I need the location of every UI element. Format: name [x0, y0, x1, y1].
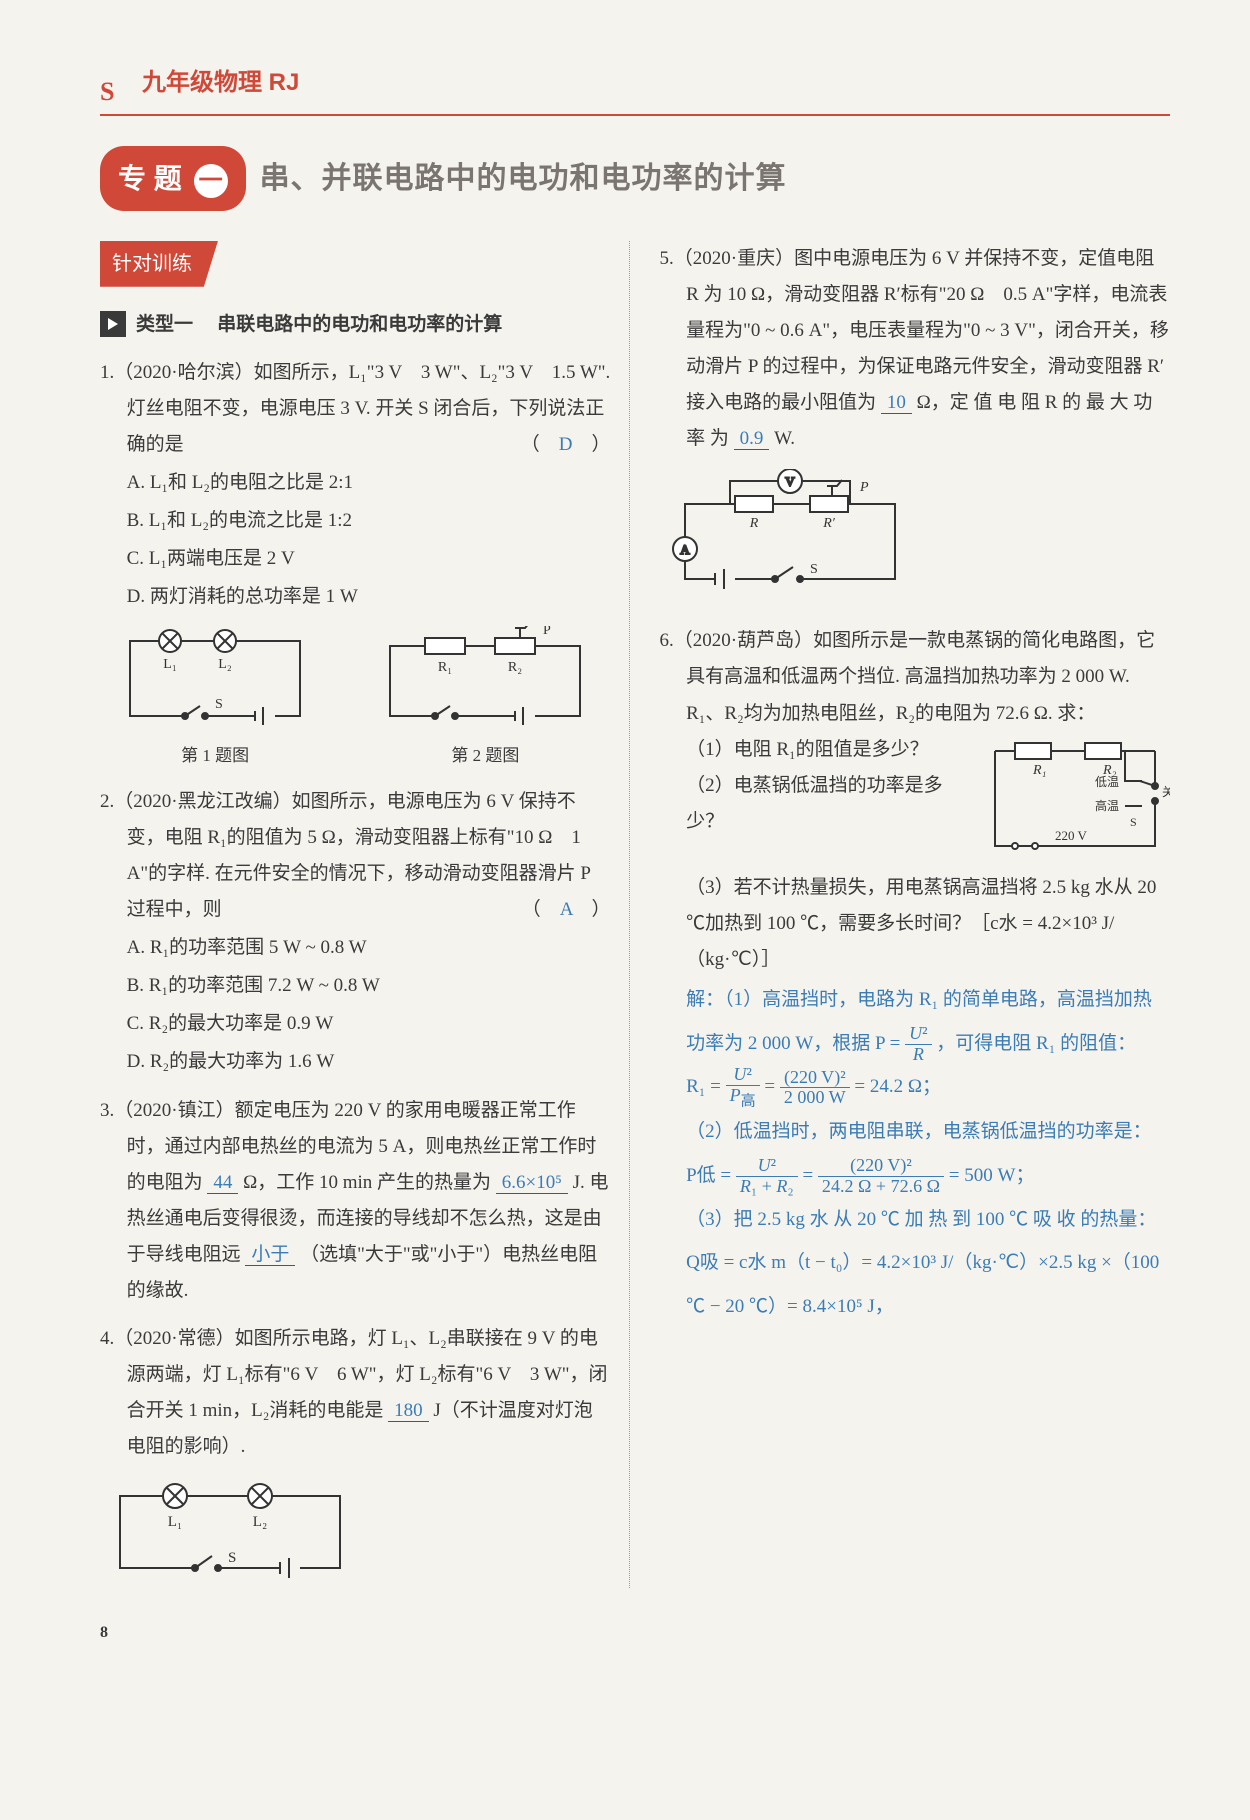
q5-figure: V A R R′ P S	[660, 469, 1171, 599]
sol-p2v: = 500 W；	[949, 1165, 1035, 1186]
topic-pill-prefix: 专 题	[118, 163, 182, 194]
svg-text:R′: R′	[822, 516, 836, 531]
practice-tag: 针对训练	[100, 241, 218, 287]
sol-q: Q吸 = c水 m（t − t₀）= 4.2×10³ J/（kg·℃）×2.5 …	[686, 1241, 1170, 1328]
topic-number: 一	[194, 164, 228, 198]
question-1: 1.（2020·哈尔滨）如图所示，L₁"3 V 3 W"、L₂"3 V 1.5 …	[100, 355, 611, 772]
svg-text:P: P	[543, 626, 551, 638]
type-title: 串联电路中的电功和电功率的计算	[217, 314, 502, 335]
q1-figcap: 第 1 题图	[115, 740, 315, 772]
svg-text:高温: 高温	[1095, 798, 1119, 813]
q1-figure: L₁ L₂ S 第 1 题图	[115, 626, 315, 772]
q5-blank1: 10	[881, 392, 912, 414]
svg-text:R: R	[748, 516, 758, 531]
question-2: 2.（2020·黑龙江改编）如图所示，电源电压为 6 V 保持不变，电阻 R₁的…	[100, 784, 611, 1081]
q1-answer: D	[559, 434, 573, 455]
svg-text:L₁: L₁	[168, 1514, 182, 1530]
grade-title: 九年级物理 RJ	[142, 60, 299, 106]
svg-text:S: S	[228, 1550, 236, 1566]
q2-stem: 2.（2020·黑龙江改编）如图所示，电源电压为 6 V 保持不变，电阻 R₁的…	[100, 791, 590, 920]
q2-options: A. R₁的功率范围 5 W ~ 0.8 W B. R₁的功率范围 7.2 W …	[100, 930, 611, 1080]
q2-opt-b: B. R₁的功率范围 7.2 W ~ 0.8 W	[127, 968, 611, 1004]
q1-opt-d: D. 两灯消耗的总功率是 1 W	[127, 579, 611, 615]
question-5: 5.（2020·重庆）图中电源电压为 6 V 并保持不变，定值电阻 R 为 10…	[660, 241, 1171, 458]
q2-opt-a: A. R₁的功率范围 5 W ~ 0.8 W	[127, 930, 611, 966]
q6-solution: 解：（1）高温挡时，电路为 R₁ 的简单电路，高温挡加热功率为 2 000 W，…	[660, 978, 1171, 1329]
q1-opt-b: B. L₁和 L₂的电流之比是 1:2	[127, 503, 611, 539]
q1-opt-c: C. L₁两端电压是 2 V	[127, 541, 611, 577]
right-column: 5.（2020·重庆）图中电源电压为 6 V 并保持不变，定值电阻 R 为 10…	[660, 241, 1171, 1588]
q1-opt-a: A. L₁和 L₂的电阻之比是 2:1	[127, 465, 611, 501]
q6-sub3: （3）若不计热量损失，用电蒸锅高温挡将 2.5 kg 水从 20 ℃加热到 10…	[660, 870, 1171, 978]
svg-text:L₂: L₂	[253, 1514, 267, 1530]
q5-blank2: 0.9	[734, 428, 770, 450]
sol-r1v: = 24.2 Ω；	[854, 1076, 941, 1097]
svg-text:关: 关	[1162, 785, 1170, 799]
sol-r1: R₁ =	[686, 1076, 726, 1097]
svg-text:S: S	[810, 562, 818, 577]
page-number: 8	[100, 1618, 1170, 1648]
q4-figure: L₁ L₂ S	[100, 1478, 611, 1588]
q6-stem: 6.（2020·葫芦岛）如图所示是一款电蒸锅的简化电路图，它具有高温和低温两个挡…	[660, 623, 1171, 731]
q5-tail: W.	[774, 428, 795, 449]
q1-options: A. L₁和 L₂的电阻之比是 2:1 B. L₁和 L₂的电流之比是 1:2 …	[100, 465, 611, 615]
svg-text:V: V	[785, 474, 795, 489]
svg-text:R₁: R₁	[1032, 763, 1046, 778]
svg-text:低温: 低温	[1095, 775, 1119, 789]
q2-opt-c: C. R₂的最大功率是 0.9 W	[127, 1006, 611, 1042]
sol-p2: P低 =	[686, 1165, 736, 1186]
question-6: 6.（2020·葫芦岛）如图所示是一款电蒸锅的简化电路图，它具有高温和低温两个挡…	[660, 623, 1171, 1329]
q4-blank1: 180	[388, 1400, 429, 1422]
svg-text:A: A	[680, 542, 690, 557]
sol-l3: （3）把 2.5 kg 水 从 20 ℃ 加 热 到 100 ℃ 吸 收 的热量…	[686, 1198, 1170, 1242]
sol-l1b: ，可得电阻 R₁ 的阻值：	[936, 1033, 1136, 1054]
page-header: S 九年级物理 RJ	[100, 60, 1170, 116]
play-icon	[100, 311, 126, 337]
svg-text:S: S	[1130, 815, 1137, 829]
svg-text:P: P	[859, 480, 869, 495]
topic-pill: 专 题 一	[100, 146, 246, 211]
question-4: 4.（2020·常德）如图所示电路，灯 L₁、L₂串联接在 9 V 的电源两端，…	[100, 1321, 611, 1465]
topic-banner: 专 题 一 串、并联电路中的电功和电功率的计算	[100, 146, 1170, 211]
svg-text:220 V: 220 V	[1055, 828, 1088, 843]
left-column: 针对训练 类型一 串联电路中的电功和电功率的计算 1.（2020·哈尔滨）如图所…	[100, 241, 630, 1588]
q3-blank2: 6.6×10⁵	[496, 1172, 568, 1194]
q3-blank3: 小于	[245, 1244, 295, 1266]
type-heading: 类型一 串联电路中的电功和电功率的计算	[100, 307, 611, 343]
q2-figure: R₁ R₂ P 第 2 题图	[375, 626, 595, 772]
sol-l2: （2）低温挡时，两电阻串联，电蒸锅低温挡的功率是：	[686, 1110, 1170, 1154]
svg-text:R₂: R₂	[508, 660, 522, 675]
svg-text:L₂: L₂	[218, 657, 232, 672]
topic-title: 串、并联电路中的电功和电功率的计算	[260, 150, 787, 207]
q3-mid1: Ω，工作 10 min 产生的热量为	[243, 1172, 491, 1193]
q6-figure: R₁ R₂ 低温 高温 关 S 220 V	[980, 736, 1170, 866]
question-3: 3.（2020·镇江）额定电压为 220 V 的家用电暖器正常工作时，通过内部电…	[100, 1093, 611, 1310]
q2-opt-d: D. R₂的最大功率为 1.6 W	[127, 1044, 611, 1080]
brand-logo-icon: S	[100, 67, 132, 99]
type-label: 类型一	[136, 314, 193, 335]
q2-answer: A	[560, 899, 573, 920]
q3-blank1: 44	[207, 1172, 238, 1194]
svg-text:L₁: L₁	[163, 657, 176, 672]
q2-figcap: 第 2 题图	[375, 740, 595, 772]
svg-text:R₁: R₁	[438, 660, 452, 675]
svg-text:S: S	[215, 697, 223, 712]
q5-pre: 5.（2020·重庆）图中电源电压为 6 V 并保持不变，定值电阻 R 为 10…	[660, 248, 1169, 413]
